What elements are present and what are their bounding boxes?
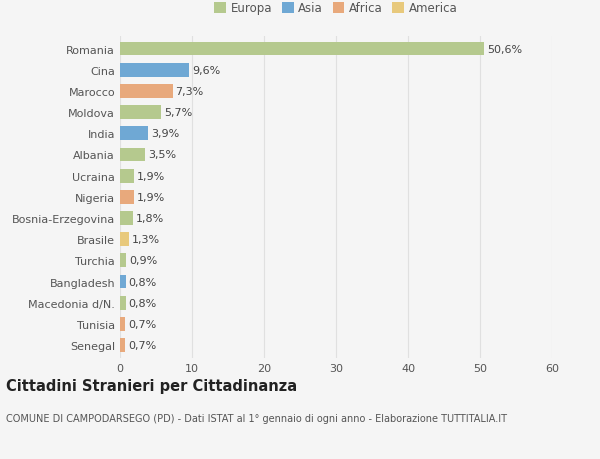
- Text: Cittadini Stranieri per Cittadinanza: Cittadini Stranieri per Cittadinanza: [6, 379, 297, 394]
- Text: 1,3%: 1,3%: [132, 235, 160, 245]
- Text: 0,8%: 0,8%: [128, 277, 157, 287]
- Text: 0,7%: 0,7%: [128, 319, 156, 329]
- Text: 3,5%: 3,5%: [148, 150, 176, 160]
- Text: 0,9%: 0,9%: [130, 256, 158, 266]
- Bar: [120, 212, 133, 225]
- Bar: [120, 169, 134, 183]
- Text: 5,7%: 5,7%: [164, 108, 192, 118]
- Bar: [120, 296, 126, 310]
- Text: 50,6%: 50,6%: [487, 45, 523, 55]
- Bar: [120, 275, 126, 289]
- Bar: [120, 85, 173, 99]
- Text: 9,6%: 9,6%: [192, 66, 220, 76]
- Bar: [120, 254, 127, 268]
- Text: 1,9%: 1,9%: [137, 171, 165, 181]
- Bar: [120, 190, 134, 204]
- Text: COMUNE DI CAMPODARSEGO (PD) - Dati ISTAT al 1° gennaio di ogni anno - Elaborazio: COMUNE DI CAMPODARSEGO (PD) - Dati ISTAT…: [6, 413, 507, 423]
- Bar: [120, 106, 161, 120]
- Bar: [120, 233, 130, 246]
- Text: 0,8%: 0,8%: [128, 298, 157, 308]
- Text: 7,3%: 7,3%: [175, 87, 203, 97]
- Text: 0,7%: 0,7%: [128, 340, 156, 350]
- Bar: [120, 317, 125, 331]
- Text: 1,8%: 1,8%: [136, 213, 164, 224]
- Bar: [120, 64, 189, 78]
- Bar: [120, 338, 125, 352]
- Text: 1,9%: 1,9%: [137, 192, 165, 202]
- Bar: [120, 43, 484, 56]
- Bar: [120, 127, 148, 141]
- Text: 3,9%: 3,9%: [151, 129, 179, 139]
- Legend: Europa, Asia, Africa, America: Europa, Asia, Africa, America: [209, 0, 463, 20]
- Bar: [120, 148, 145, 162]
